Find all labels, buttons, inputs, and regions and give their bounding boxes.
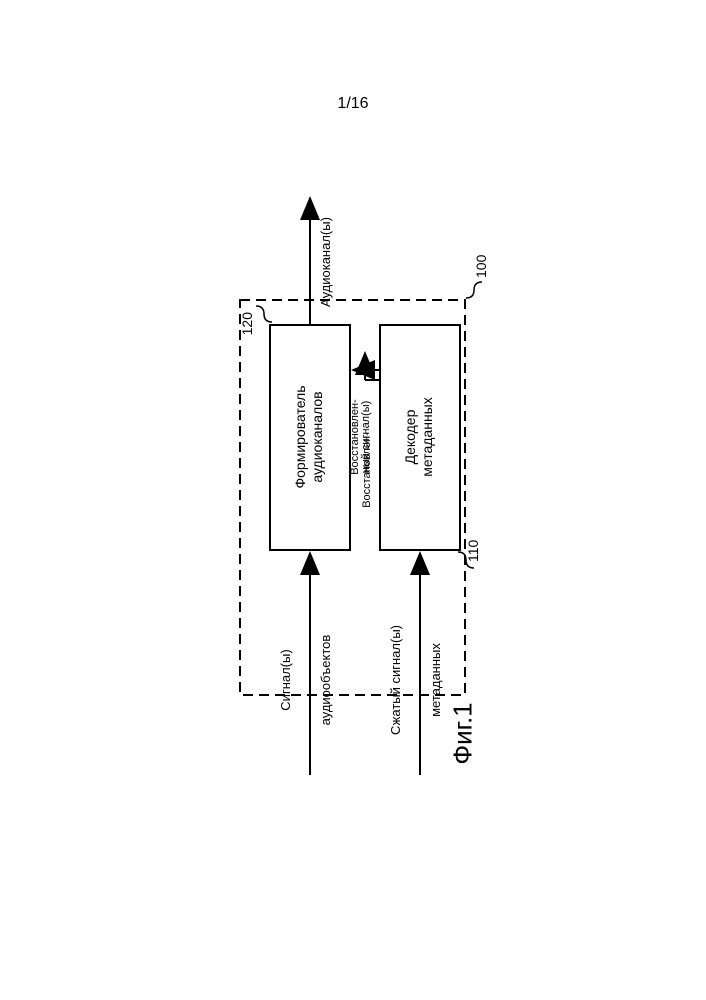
- input-top-label-1: Сигнал(ы): [278, 649, 293, 710]
- bottom-block-label-1: Декодер: [402, 409, 418, 464]
- bottom-block-label-2: метаданных: [419, 397, 435, 476]
- bottom-block-ref: 110: [465, 539, 481, 562]
- page: 1/16 100 Формирователь аудиоканалов 120 …: [0, 0, 706, 1000]
- top-block-ref: 120: [239, 312, 255, 336]
- output-label: Аудиоканал(ы): [318, 217, 333, 307]
- container-ref: 100: [473, 254, 489, 278]
- top-block-ref-bracket: [256, 306, 272, 322]
- top-block-label-1: Формирователь: [292, 385, 308, 488]
- container-ref-bracket: [466, 282, 482, 298]
- input-top-label-2: аудиообъектов: [318, 635, 333, 726]
- input-bottom-label-1: Сжатый сигнал(ы): [388, 625, 403, 735]
- figure-label: Фиг.1: [448, 702, 479, 764]
- input-bottom-label-2: метаданных: [428, 643, 443, 717]
- top-block-label-2: аудиоканалов: [309, 391, 325, 482]
- diagram-svg: 100 Формирователь аудиоканалов 120 Декод…: [0, 0, 706, 1000]
